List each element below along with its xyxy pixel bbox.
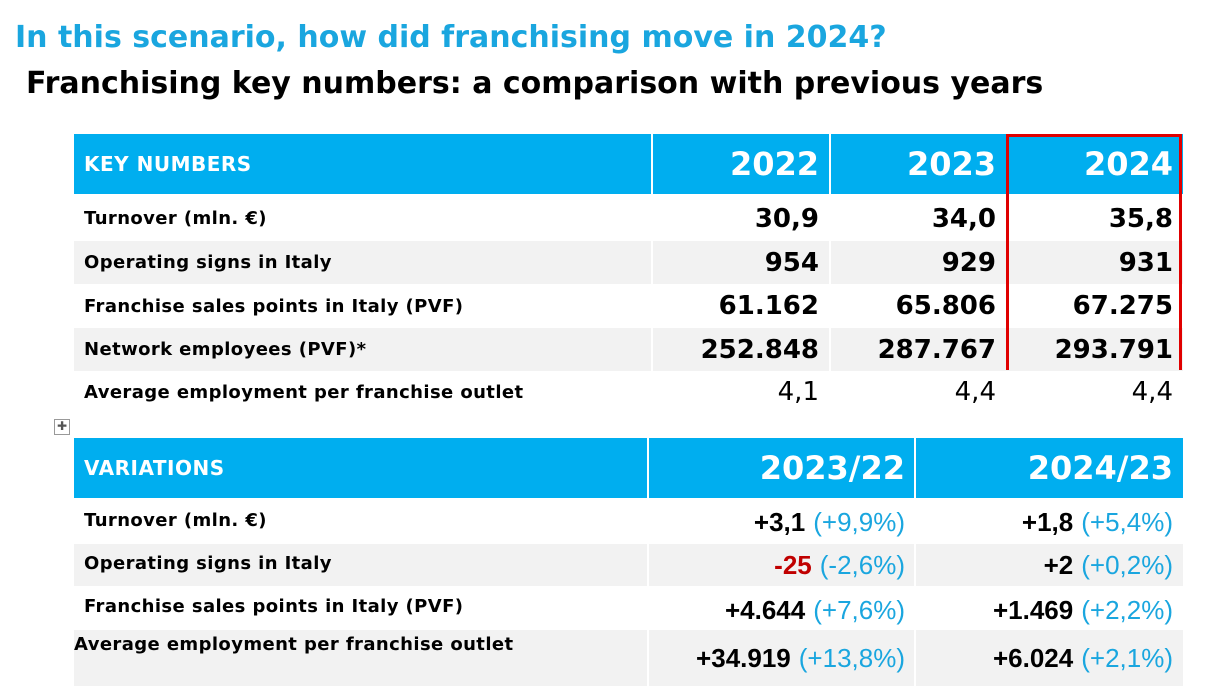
column-divider xyxy=(829,241,831,284)
row-label: Franchise sales points in Italy (PVF) xyxy=(84,295,464,317)
row-label: Average employment per franchise outlet xyxy=(84,381,524,403)
table-row: Turnover (mln. €) +3,1 (+9,9%) +1,8 (+5,4%… xyxy=(74,500,1183,544)
row-label: Network employees (PVF)* xyxy=(84,339,367,360)
value-cell: 929 xyxy=(941,247,996,278)
value-cell: 287.767 xyxy=(877,334,996,365)
year-2024: 2024 xyxy=(1083,145,1173,183)
value-cell: 252.848 xyxy=(700,334,819,365)
table-row-content: Average employment per franchise outlet … xyxy=(74,630,1183,686)
variation-abs: +1,8 xyxy=(1021,506,1074,537)
header-divider xyxy=(914,438,916,498)
variation-pct: (+2,1%) xyxy=(1081,642,1173,673)
variations-label: VARIATIONS xyxy=(84,456,225,480)
row-label: Turnover (mln. €) xyxy=(84,509,267,531)
table-row: Network employees (PVF)* 252.848 287.767… xyxy=(74,328,1183,371)
variation-cell: +4.644 (+7,6%) xyxy=(649,586,915,634)
value-cell: 35,8 xyxy=(1108,203,1173,234)
header-divider xyxy=(647,438,649,498)
value-cell: 954 xyxy=(764,247,819,278)
value-cell: 65.806 xyxy=(895,291,996,321)
period-2024-23: 2024/23 xyxy=(1027,449,1173,487)
variation-cell: +6.024 (+2,1%) xyxy=(916,630,1183,686)
year-cell-2024: 2024 xyxy=(1008,134,1183,194)
key-numbers-label: KEY NUMBERS xyxy=(84,152,252,176)
column-divider xyxy=(914,544,916,586)
value-cell: 30,9 xyxy=(754,203,819,234)
page-question: In this scenario, how did franchising mo… xyxy=(15,20,887,55)
table-row: Operating signs in Italy -25 (-2,6%) +2 (+… xyxy=(74,544,1183,586)
row-label: Operating signs in Italy xyxy=(84,252,332,273)
value-cell: 4,1 xyxy=(777,377,819,407)
variation-cell: +1.469 (+2,2%) xyxy=(916,586,1183,634)
variations-header: VARIATIONS 2023/22 2024/23 xyxy=(74,438,1183,498)
value-cell: 4,4 xyxy=(1131,377,1173,407)
column-divider xyxy=(647,630,649,686)
variation-cell: +2 (+0,2%) xyxy=(916,544,1183,586)
variation-cell: +34.919 (+13,8%) xyxy=(649,630,915,686)
header-divider xyxy=(829,134,831,194)
value-cell: 293.791 xyxy=(1054,334,1173,365)
page-title: Franchising key numbers: a comparison wi… xyxy=(26,66,1044,101)
variation-abs: -25 xyxy=(774,549,812,580)
variation-cell: +1,8 (+5,4%) xyxy=(916,500,1183,544)
header-label-cell: VARIATIONS xyxy=(74,438,648,498)
table-row: Operating signs in Italy 954 929 931 xyxy=(74,241,1183,284)
table-row: Turnover (mln. €) 30,9 34,0 35,8 xyxy=(74,196,1183,241)
variation-pct: (+5,4%) xyxy=(1081,506,1173,537)
variation-abs: +3,1 xyxy=(753,506,806,537)
value-cell: 67.275 xyxy=(1072,291,1173,321)
column-divider xyxy=(647,544,649,586)
table-row: Average employment per franchise outlet … xyxy=(74,371,1183,413)
row-label: Operating signs in Italy xyxy=(84,552,332,574)
variation-abs: +1.469 xyxy=(992,594,1074,625)
row-label: Franchise sales points in Italy (PVF) xyxy=(84,595,464,617)
variation-pct: (-2,6%) xyxy=(819,549,905,580)
year-2023: 2023 xyxy=(906,145,996,183)
variation-pct: (+2,2%) xyxy=(1081,594,1173,625)
variation-cell: +3,1 (+9,9%) xyxy=(649,500,915,544)
header-label-cell: KEY NUMBERS xyxy=(74,134,652,194)
variation-abs: +6.024 xyxy=(992,642,1074,673)
year-2022: 2022 xyxy=(729,145,819,183)
variation-pct: (+9,9%) xyxy=(813,506,905,537)
variation-abs: +4.644 xyxy=(724,594,806,625)
value-cell: 931 xyxy=(1118,247,1173,278)
variation-pct: (+7,6%) xyxy=(813,594,905,625)
variation-pct: (+13,8%) xyxy=(798,642,905,673)
move-arrows-icon[interactable]: ✚ xyxy=(54,419,70,435)
variation-abs: +2 xyxy=(1043,549,1074,580)
row-label: Turnover (mln. €) xyxy=(84,208,267,229)
period-cell-2024-23: 2024/23 xyxy=(916,438,1183,498)
period-2023-22: 2023/22 xyxy=(759,449,905,487)
variation-abs: +34.919 xyxy=(696,642,791,673)
period-cell-2023-22: 2023/22 xyxy=(649,438,915,498)
value-cell: 61.162 xyxy=(718,291,819,321)
table-row: Franchise sales points in Italy (PVF) +4… xyxy=(74,586,1183,630)
year-cell-2023: 2023 xyxy=(831,134,1006,194)
key-numbers-header: KEY NUMBERS 2022 2023 2024 xyxy=(74,134,1183,194)
column-divider xyxy=(651,241,653,284)
column-divider xyxy=(914,630,916,686)
row-label: Average employment per franchise outlet xyxy=(74,633,514,655)
column-divider xyxy=(829,328,831,371)
value-cell: 34,0 xyxy=(931,203,996,234)
header-divider xyxy=(651,134,653,194)
variation-pct: (+0,2%) xyxy=(1081,549,1173,580)
table-row xyxy=(74,630,1183,686)
year-cell-2022: 2022 xyxy=(653,134,829,194)
table-row: Franchise sales points in Italy (PVF) 61… xyxy=(74,284,1183,328)
variation-cell: -25 (-2,6%) xyxy=(649,544,915,586)
column-divider xyxy=(651,328,653,371)
value-cell: 4,4 xyxy=(954,377,996,407)
